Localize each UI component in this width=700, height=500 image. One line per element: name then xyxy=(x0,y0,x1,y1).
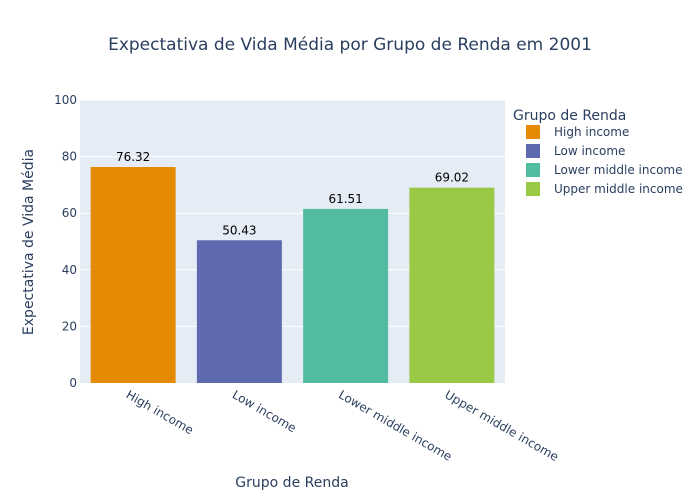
y-tick-label: 0 xyxy=(69,376,77,390)
bar xyxy=(196,240,282,383)
legend-label: Lower middle income xyxy=(554,163,683,177)
y-tick-label: 100 xyxy=(54,93,77,107)
legend-swatch xyxy=(526,125,540,139)
bars xyxy=(90,167,495,383)
x-axis-title: Grupo de Renda xyxy=(235,475,348,491)
bar xyxy=(303,208,389,383)
y-axis-ticks: 0 20 40 60 80 100 xyxy=(54,93,77,390)
legend: Grupo de Renda High income Low income Lowe… xyxy=(513,108,683,196)
bar-value-label: 61.51 xyxy=(328,192,362,206)
bar-value-label: 76.32 xyxy=(116,150,150,164)
bar xyxy=(409,187,495,383)
legend-swatch xyxy=(526,163,540,177)
y-tick-label: 40 xyxy=(62,263,77,277)
data-labels: 76.32 50.43 61.51 69.02 xyxy=(116,150,469,237)
legend-swatch xyxy=(526,144,540,158)
y-tick-label: 80 xyxy=(62,150,77,164)
legend-label: High income xyxy=(554,125,629,139)
bar-value-label: 50.43 xyxy=(222,223,256,237)
y-tick-label: 20 xyxy=(62,319,77,333)
chart-title: Expectativa de Vida Média por Grupo de R… xyxy=(108,35,592,55)
legend-title: Grupo de Renda xyxy=(513,108,626,124)
y-axis-title: Expectativa de Vida Média xyxy=(21,149,37,335)
legend-label: Low income xyxy=(554,144,625,158)
bar-value-label: 69.02 xyxy=(435,171,469,185)
legend-items: High income Low income Lower middle income… xyxy=(526,125,683,196)
bar xyxy=(90,167,176,383)
y-tick-label: 60 xyxy=(62,206,77,220)
legend-swatch xyxy=(526,182,540,196)
legend-label: Upper middle income xyxy=(554,182,683,196)
